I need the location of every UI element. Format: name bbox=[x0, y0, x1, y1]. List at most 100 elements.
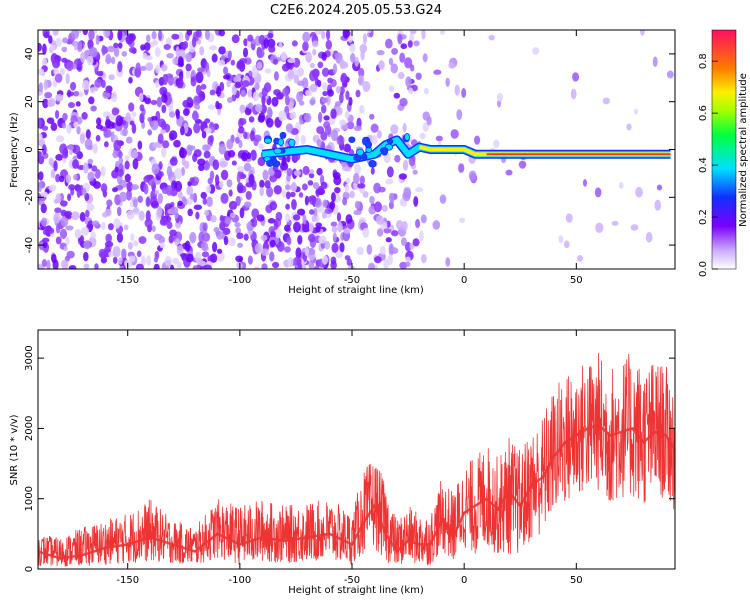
spectrogram-speckle bbox=[371, 134, 378, 145]
spectrogram-speckle bbox=[231, 34, 240, 44]
spectrogram-speckle bbox=[369, 113, 375, 120]
snr-point bbox=[597, 424, 600, 426]
spectrogram-speckle bbox=[112, 246, 121, 258]
snr-point bbox=[631, 427, 634, 430]
colorbar-label: Normalized spectral amplitude bbox=[738, 73, 749, 227]
spectrogram-speckle bbox=[344, 110, 350, 120]
spectrogram-speckle bbox=[255, 103, 263, 113]
snr-series bbox=[38, 353, 675, 567]
spectrogram-speckle bbox=[158, 171, 164, 178]
spectrogram-speckle bbox=[218, 143, 227, 155]
spectrogram-speckle bbox=[201, 251, 210, 258]
y-tick-label-0: -40 bbox=[24, 237, 35, 253]
snr-point bbox=[418, 543, 421, 546]
spectrogram-speckle bbox=[302, 41, 309, 52]
spectrogram-speckle bbox=[261, 248, 270, 256]
spectrogram-speckle bbox=[73, 90, 80, 97]
spectrogram-speckle bbox=[332, 232, 337, 242]
spectrogram-speckle bbox=[301, 77, 309, 89]
spectrogram-speckle bbox=[121, 248, 127, 259]
spectrogram-speckle bbox=[196, 39, 202, 45]
spectrogram-speckle bbox=[133, 206, 140, 216]
spectrogram-speckle bbox=[153, 263, 160, 269]
spectrogram-speckle bbox=[308, 172, 315, 179]
spectrogram-speckle bbox=[152, 142, 160, 148]
snr-point bbox=[149, 536, 151, 539]
spectrogram-speckle bbox=[176, 261, 182, 269]
spectrogram-speckle bbox=[197, 158, 206, 166]
spectrogram-speckle bbox=[247, 102, 254, 110]
spectrogram-speckle bbox=[384, 38, 393, 49]
spectrogram-speckle bbox=[160, 146, 167, 158]
spectrogram-speckle bbox=[618, 182, 624, 189]
spectrogram-speckle bbox=[146, 255, 152, 266]
spectrogram-speckle bbox=[296, 208, 306, 216]
spectrogram-speckle bbox=[166, 52, 174, 59]
spectrogram-speckle bbox=[236, 182, 244, 194]
spectrogram-speckle bbox=[67, 102, 76, 109]
spectrogram-speckle bbox=[91, 165, 98, 172]
spectrogram-speckle bbox=[92, 181, 102, 189]
spectrogram-speckle bbox=[262, 169, 269, 181]
spectrogram-speckle bbox=[356, 246, 364, 256]
spectrogram-speckle bbox=[572, 72, 580, 82]
spectrogram-speckle bbox=[308, 209, 315, 215]
spectrogram-speckle bbox=[440, 30, 446, 35]
spectrogram-speckle bbox=[81, 80, 90, 91]
spectrogram-speckle bbox=[315, 222, 323, 228]
spectrogram-speckle bbox=[111, 91, 118, 103]
spectrogram-speckle bbox=[339, 242, 345, 253]
signal-blob bbox=[381, 147, 388, 156]
spectrogram-speckle bbox=[195, 84, 202, 96]
spectrogram-speckle bbox=[237, 242, 244, 248]
spectrogram-speckle bbox=[124, 155, 130, 161]
spectrogram-speckle bbox=[309, 62, 315, 69]
spectrogram-speckle bbox=[204, 30, 211, 40]
spectrogram-speckle bbox=[280, 161, 289, 171]
spectrogram-speckle bbox=[347, 265, 356, 269]
spectrogram-speckle bbox=[219, 214, 224, 222]
spectrogram-speckle bbox=[222, 74, 231, 80]
spectrogram-speckle bbox=[114, 166, 119, 173]
snr-point bbox=[216, 533, 219, 535]
spectrogram-speckle bbox=[532, 47, 540, 55]
spectrogram-speckle bbox=[235, 195, 241, 207]
spectrogram-speckle bbox=[94, 263, 99, 269]
spectrogram-speckle bbox=[420, 214, 427, 224]
spectrogram-speckle bbox=[59, 200, 68, 207]
spectrogram-speckle bbox=[276, 241, 285, 252]
spectrogram-speckle bbox=[243, 38, 248, 47]
spectrogram-speckle bbox=[90, 231, 96, 239]
spectrogram-speckle bbox=[147, 129, 153, 136]
spectrogram-speckle bbox=[147, 117, 152, 123]
colorbar-tick-label-4: 0.8 bbox=[698, 53, 709, 69]
snr-frame bbox=[37, 329, 676, 570]
spectrogram-speckle bbox=[340, 61, 349, 69]
spectrogram-speckle bbox=[139, 65, 147, 71]
spectrogram-speckle bbox=[390, 63, 398, 74]
spectrogram-speckle bbox=[131, 123, 137, 134]
spectrogram-speckle bbox=[38, 181, 43, 193]
spectrogram-speckle bbox=[48, 227, 55, 234]
spectrogram-speckle bbox=[128, 76, 133, 84]
spectrogram-speckle bbox=[168, 111, 176, 118]
spectrogram-speckle bbox=[330, 221, 338, 227]
spectrogram-speckle bbox=[368, 262, 375, 269]
spectrogram-speckle bbox=[304, 246, 310, 257]
spectrogram-speckle bbox=[242, 80, 250, 88]
spectrogram-speckle bbox=[94, 78, 103, 88]
x-tick-label-2: -50 bbox=[344, 575, 360, 586]
spectrogram-speckle bbox=[376, 49, 385, 56]
spectrogram-speckle bbox=[125, 190, 132, 201]
spectrogram-speckle bbox=[247, 255, 253, 265]
spectrogram-speckle bbox=[61, 259, 69, 269]
spectrogram-speckle bbox=[75, 101, 81, 107]
spectrogram-speckle bbox=[104, 141, 109, 148]
spectrogram-speckle bbox=[145, 196, 151, 208]
spectrogram-speckle bbox=[55, 93, 64, 102]
spectrogram-speckle bbox=[124, 160, 130, 170]
spectrogram-speckle bbox=[399, 52, 406, 63]
spectrogram-speckle bbox=[260, 234, 268, 242]
spectrogram-speckle bbox=[200, 191, 207, 199]
